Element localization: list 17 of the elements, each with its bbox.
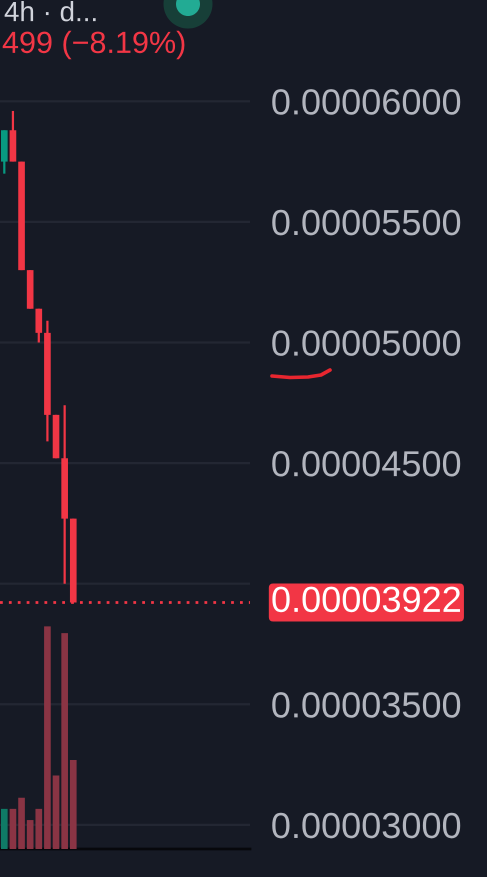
y-tick-label: 0.00006000 [272, 89, 460, 115]
y-tick-label: 0.00005000 [272, 330, 460, 356]
candlestick [26, 269, 34, 310]
bar [70, 760, 77, 849]
y-tick-label: 0.00005500 [272, 210, 460, 236]
y-tick-label: 0.00003500 [272, 692, 460, 718]
bar [52, 776, 60, 849]
bar [26, 820, 34, 849]
ref-line-label: 0.00003922 [272, 586, 460, 612]
bar [0, 808, 8, 849]
y-tick-label: 0.00004500 [272, 450, 460, 477]
chart-title: 4h · d... [4, 1, 96, 22]
bar [35, 808, 42, 849]
bar [61, 633, 68, 849]
y-tick-label: 0.00003000 [272, 812, 460, 838]
bar [44, 626, 51, 849]
annotation: 499 (−8.19%) [2, 30, 184, 60]
